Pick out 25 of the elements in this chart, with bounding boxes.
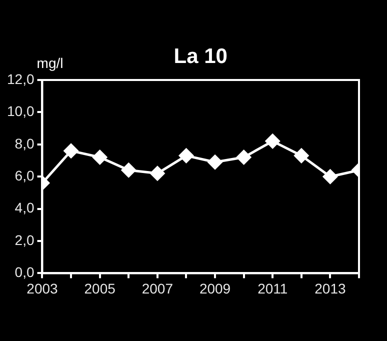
y-tick-label: 2,0 [14, 232, 34, 248]
x-tick-label: 2009 [199, 280, 231, 296]
point [150, 166, 165, 181]
y-tick-label: 0,0 [14, 264, 34, 280]
y-tick-label: 10,0 [7, 103, 34, 120]
x-tick-label: 2003 [26, 280, 58, 296]
point [208, 154, 222, 170]
point [121, 162, 136, 178]
y-tick-label: 4,0 [14, 200, 34, 216]
y-tick-label: 8,0 [14, 135, 34, 152]
y-tick-label: 12,0 [7, 70, 34, 87]
point [294, 148, 309, 163]
x-tick-label: 2011 [258, 280, 288, 296]
x-tick-label: 2007 [142, 280, 174, 296]
point [236, 150, 252, 165]
point [322, 169, 338, 184]
point [64, 144, 78, 158]
y-tick-label: 6,0 [14, 167, 34, 184]
x-tick-label: 2005 [84, 280, 116, 296]
point [178, 148, 194, 163]
x-tick-label: 2013 [314, 280, 346, 296]
point [92, 150, 108, 165]
y-axis-title: mg/l [36, 54, 64, 71]
point [265, 134, 280, 148]
chart-title: La 10 [174, 44, 228, 68]
